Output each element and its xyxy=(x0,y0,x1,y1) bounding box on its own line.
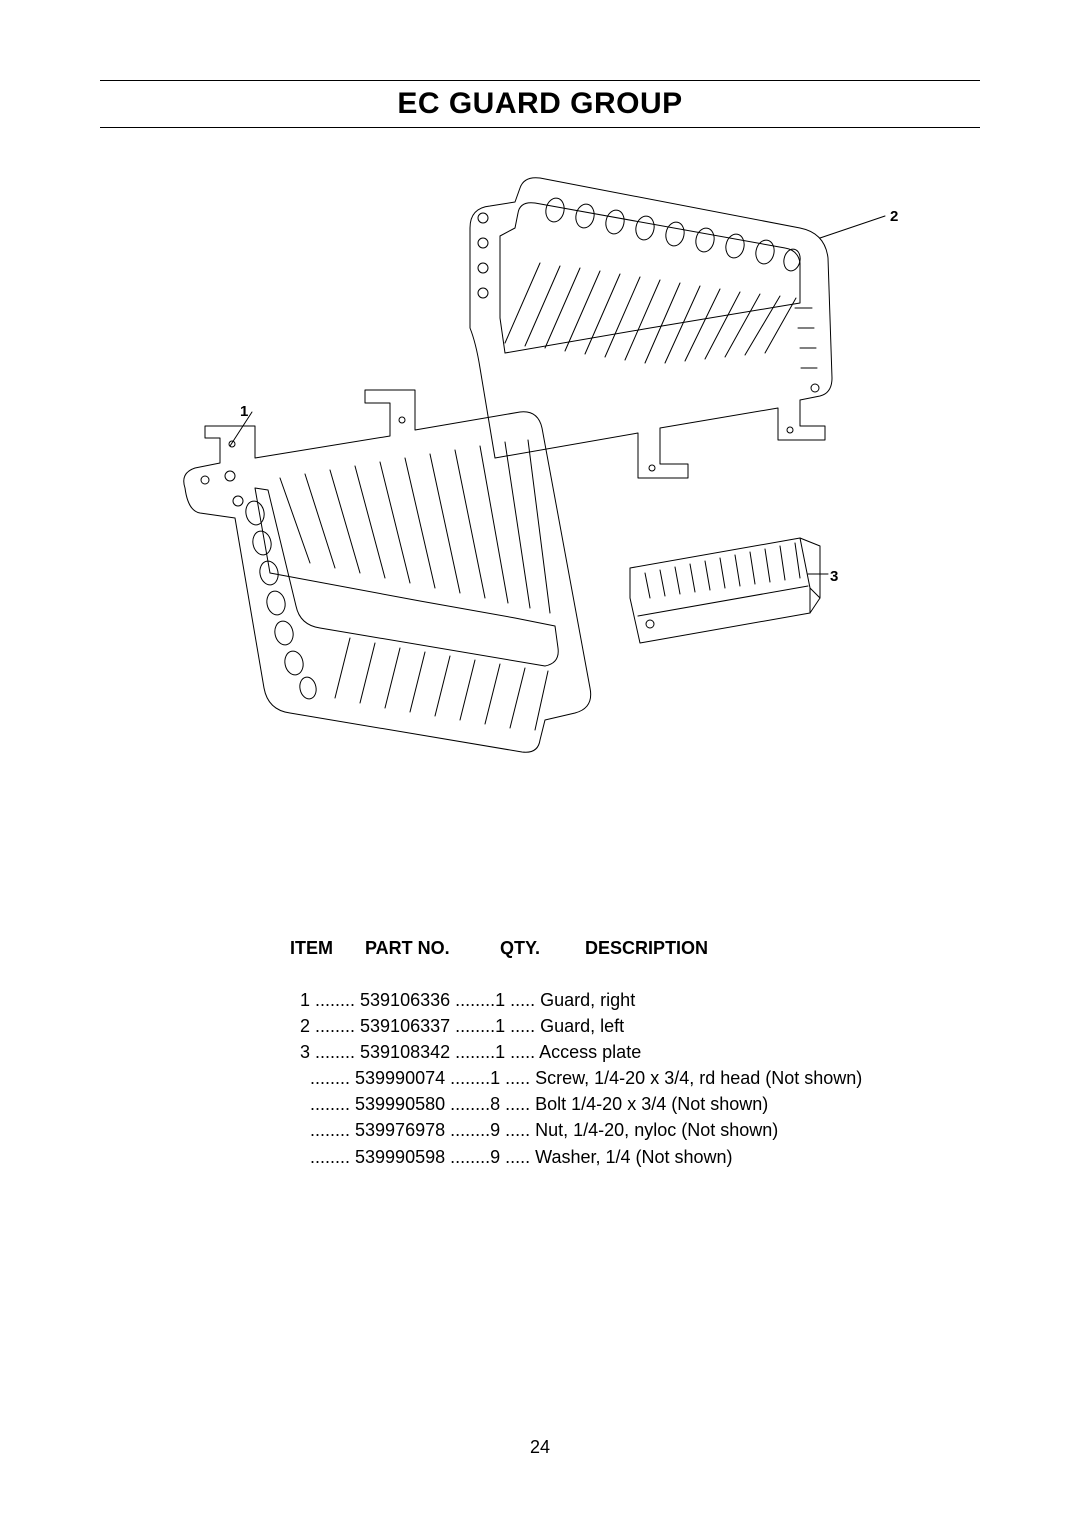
part-guard-right xyxy=(184,390,591,752)
table-row: ........ 539990598 ........9 ..... Washe… xyxy=(290,1144,980,1170)
title-rule: EC GUARD GROUP xyxy=(100,80,980,128)
table-row: 1 ........ 539106336 ........1 ..... Gua… xyxy=(290,987,980,1013)
col-item: ITEM xyxy=(290,938,360,959)
table-row: ........ 539990580 ........8 ..... Bolt … xyxy=(290,1091,980,1117)
table-body: 1 ........ 539106336 ........1 ..... Gua… xyxy=(290,987,980,1170)
page: EC GUARD GROUP 1 2 3 xyxy=(0,0,1080,1170)
part-access-plate xyxy=(630,538,828,643)
table-row: 2 ........ 539106337 ........1 ..... Gua… xyxy=(290,1013,980,1039)
diagram-svg xyxy=(160,168,920,758)
table-row: ........ 539990074 ........1 ..... Screw… xyxy=(290,1065,980,1091)
parts-list: ITEM PART NO. QTY. DESCRIPTION 1 .......… xyxy=(290,938,980,1170)
exploded-diagram: 1 2 3 xyxy=(160,168,920,758)
table-row: ........ 539976978 ........9 ..... Nut, … xyxy=(290,1117,980,1143)
page-title: EC GUARD GROUP xyxy=(100,87,980,121)
col-part: PART NO. xyxy=(365,938,495,959)
col-qty: QTY. xyxy=(500,938,580,959)
part-guard-left xyxy=(470,178,885,478)
page-number: 24 xyxy=(0,1437,1080,1458)
table-row: 3 ........ 539108342 ........1 ..... Acc… xyxy=(290,1039,980,1065)
table-header-row: ITEM PART NO. QTY. DESCRIPTION xyxy=(290,938,980,959)
col-desc: DESCRIPTION xyxy=(585,938,708,959)
